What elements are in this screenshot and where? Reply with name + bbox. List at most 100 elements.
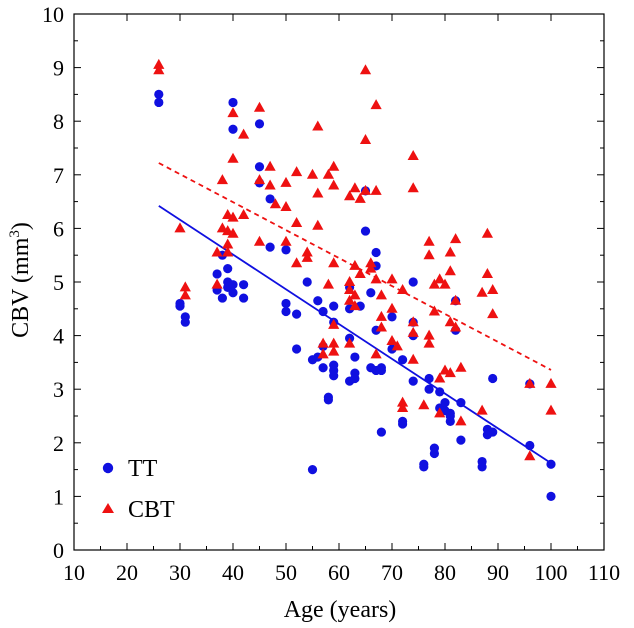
tt-point	[154, 97, 164, 108]
cbt-point	[407, 150, 419, 161]
cbt-point	[481, 267, 493, 278]
y-axis-title-sup: 3	[7, 230, 23, 238]
cbt-point	[423, 329, 435, 340]
x-tick-label: 100	[535, 560, 568, 585]
cbt-point	[349, 289, 361, 300]
legend-cbt-marker	[102, 503, 114, 513]
cbt-point	[328, 345, 340, 356]
cbt-point	[397, 284, 409, 295]
tt-point	[239, 293, 249, 303]
cbt-point	[375, 310, 387, 321]
tt-point	[424, 373, 434, 384]
y-tick-label: 1	[53, 484, 64, 509]
cbt-point	[269, 198, 281, 209]
ticks-layer: 10 20 30 40 50 60 70 80 90 100 110 0 1 2 3 4 5 6 7 8 9 10	[42, 2, 620, 585]
cbt-point	[370, 184, 382, 195]
tt-point	[281, 298, 291, 309]
cbt-point	[344, 190, 356, 201]
cbt-point	[375, 289, 387, 300]
tt-point	[376, 427, 386, 437]
cbt-point	[312, 187, 324, 198]
cbt-point	[222, 238, 234, 249]
y-tick-label: 3	[53, 377, 64, 402]
legend-cbt-label: CBT	[128, 497, 175, 523]
cbt-point	[423, 337, 435, 348]
tt-point	[154, 89, 164, 99]
tt-point	[371, 247, 381, 258]
tt-point	[477, 462, 487, 472]
cbt-point	[291, 257, 303, 268]
cbt-point	[328, 257, 340, 268]
tt-point	[525, 440, 535, 451]
tt-point	[228, 280, 238, 290]
cbt-point	[444, 367, 456, 378]
tt-point	[488, 427, 498, 437]
cbt-point	[211, 278, 223, 289]
cbt-point	[423, 235, 435, 246]
cbt-point	[407, 326, 419, 337]
cbt-point	[280, 235, 292, 246]
cbt-point	[423, 249, 435, 260]
cbt-point	[476, 404, 488, 415]
cbt-point	[444, 316, 456, 327]
tt-point	[440, 398, 450, 408]
tt-point	[223, 264, 233, 274]
cbt-point	[359, 184, 372, 195]
cbt-fit-line	[158, 162, 552, 371]
cbt-point	[450, 233, 462, 244]
cbt-point	[291, 166, 303, 177]
cbt-point	[397, 396, 409, 407]
cbt-point	[444, 265, 456, 276]
cbt-point	[391, 340, 403, 351]
cbt-point	[455, 361, 467, 372]
points-layer	[153, 58, 557, 501]
legend-tt-marker	[102, 462, 114, 474]
x-tick-label: 80	[434, 560, 456, 585]
cbt-point	[227, 152, 239, 163]
cbt-point	[434, 372, 446, 383]
cbt-point	[407, 182, 419, 193]
cbt-point	[407, 353, 419, 364]
y-tick-label: 0	[53, 538, 64, 563]
tt-point	[429, 448, 439, 459]
tt-point	[398, 419, 408, 429]
x-tick-label: 10	[63, 560, 85, 585]
tt-point	[292, 344, 302, 354]
cbt-point	[365, 262, 377, 273]
tt-point	[435, 387, 445, 397]
cbt-point	[312, 219, 324, 230]
y-tick-label: 8	[53, 109, 64, 134]
cbt-point	[253, 174, 266, 185]
tt-point	[307, 465, 318, 475]
cbt-point	[487, 284, 499, 295]
cbt-point	[439, 278, 451, 289]
cbt-point	[227, 107, 239, 118]
cbt-point	[328, 318, 340, 329]
y-axis-title-main: CBV (mm	[8, 237, 34, 338]
cbt-point	[375, 321, 387, 332]
x-tick-label: 20	[116, 560, 138, 585]
cbt-point	[359, 133, 372, 144]
cbt-point	[238, 209, 250, 219]
cbt-point	[349, 182, 361, 193]
tt-point	[228, 124, 238, 134]
tt-point	[398, 355, 408, 365]
cbt-point	[349, 259, 361, 270]
cbt-point	[317, 337, 329, 348]
cbt-point	[365, 257, 377, 268]
cbt-point	[545, 404, 557, 415]
tt-point	[419, 462, 429, 472]
y-axis-title: CBV (mm3)	[7, 222, 34, 338]
tt-point	[329, 371, 339, 381]
y-tick-label: 6	[53, 216, 64, 241]
y-tick-label: 9	[53, 56, 64, 81]
cbt-point	[317, 348, 329, 359]
cbt-point	[216, 174, 228, 185]
tt-point	[292, 309, 302, 319]
cbt-point	[386, 273, 398, 284]
cbt-point	[179, 281, 191, 292]
cbt-point	[370, 99, 382, 110]
cbt-point	[253, 235, 266, 246]
cbt-point	[476, 286, 488, 297]
